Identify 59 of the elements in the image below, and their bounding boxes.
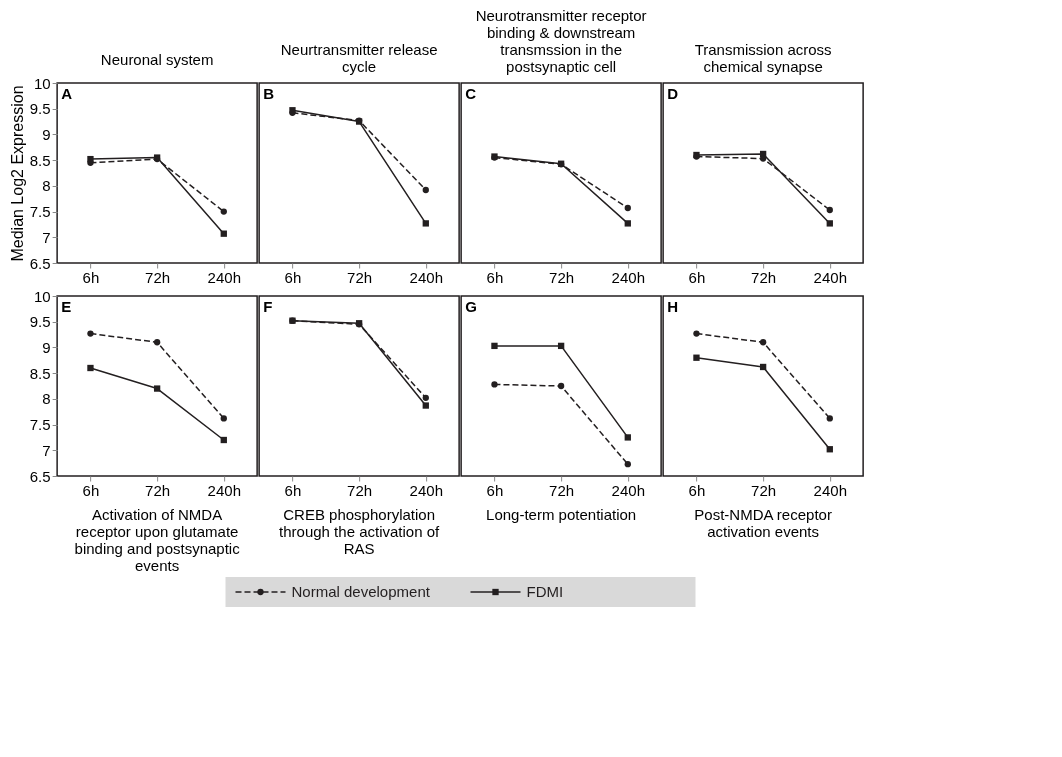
annotation: F: [263, 298, 273, 315]
x-tick-label: 240h: [207, 481, 241, 499]
x-tick-label: 72h: [145, 481, 171, 499]
x-tick-label: 72h: [347, 268, 373, 286]
annotation: E: [61, 298, 72, 315]
legend-label: FDMI: [526, 583, 564, 600]
y-tick-label: 6.5: [29, 467, 51, 485]
x-tick-label: 72h: [347, 481, 373, 499]
x-tick-label: 72h: [145, 268, 171, 286]
x-tick-label: 240h: [611, 268, 645, 286]
chart-title: Neuronal system: [100, 51, 214, 68]
y-tick-label: 7.5: [29, 416, 51, 434]
y-tick-label: 7: [42, 228, 51, 246]
y-tick-label: 7.5: [29, 203, 51, 221]
y-tick-label: 10: [33, 287, 51, 305]
annotation: H: [667, 298, 678, 315]
annotation: G: [465, 298, 477, 315]
x-tick-label: 240h: [611, 481, 645, 499]
x-tick-label: 240h: [207, 268, 241, 286]
x-tick-label: 6h: [82, 268, 100, 286]
x-tick-label: 240h: [813, 268, 847, 286]
x-tick-label: 72h: [751, 481, 777, 499]
chart-title: Neurtransmitter release cycle: [280, 41, 438, 75]
text: CREB phosphorylation through the activation of RAS: [279, 506, 441, 557]
legend-label: Normal development: [291, 583, 431, 600]
x-tick-label: 240h: [409, 481, 443, 499]
y-tick-label: 9: [42, 125, 51, 143]
x-tick-label: 6h: [284, 268, 302, 286]
y-tick-label: 8.5: [29, 364, 51, 382]
y-tick-label: 10: [33, 74, 51, 92]
text: Activation of NMDA receptor upon glutamate binding and postsynaptic events: [74, 506, 241, 574]
text: Post-NMDA receptor activation events: [694, 506, 832, 540]
y-tick-label: 8: [42, 177, 51, 195]
y-tick-label: 8.5: [29, 151, 51, 169]
x-tick-label: 6h: [82, 481, 100, 499]
annotation: D: [667, 85, 679, 102]
x-tick-label: 6h: [688, 481, 706, 499]
annotation: B: [263, 85, 275, 102]
y-tick-label: 9.5: [29, 100, 51, 118]
y-axis-title: Median Log2 Expression: [8, 85, 26, 262]
annotation: A: [61, 85, 73, 102]
x-tick-label: 72h: [549, 268, 575, 286]
x-tick-label: 6h: [284, 481, 302, 499]
y-tick-label: 6.5: [29, 254, 51, 272]
y-tick-label: 8: [42, 390, 51, 408]
x-tick-label: 6h: [486, 268, 504, 286]
y-tick-label: 7: [42, 441, 51, 459]
x-tick-label: 72h: [751, 268, 777, 286]
y-tick-label: 9: [42, 338, 51, 356]
chart-title: Transmission across chemical synapse: [694, 41, 832, 75]
x-tick-label: 240h: [409, 268, 443, 286]
y-tick-label: 9.5: [29, 313, 51, 331]
x-tick-label: 72h: [549, 481, 575, 499]
x-tick-label: 6h: [688, 268, 706, 286]
x-tick-label: 6h: [486, 481, 504, 499]
annotation: C: [465, 85, 477, 102]
text: Long-term potentiation: [486, 506, 637, 523]
x-tick-label: 240h: [813, 481, 847, 499]
chart-title: Neurotransmitter receptor binding & downstream transmssion in the postsynaptic cell: [475, 7, 647, 75]
